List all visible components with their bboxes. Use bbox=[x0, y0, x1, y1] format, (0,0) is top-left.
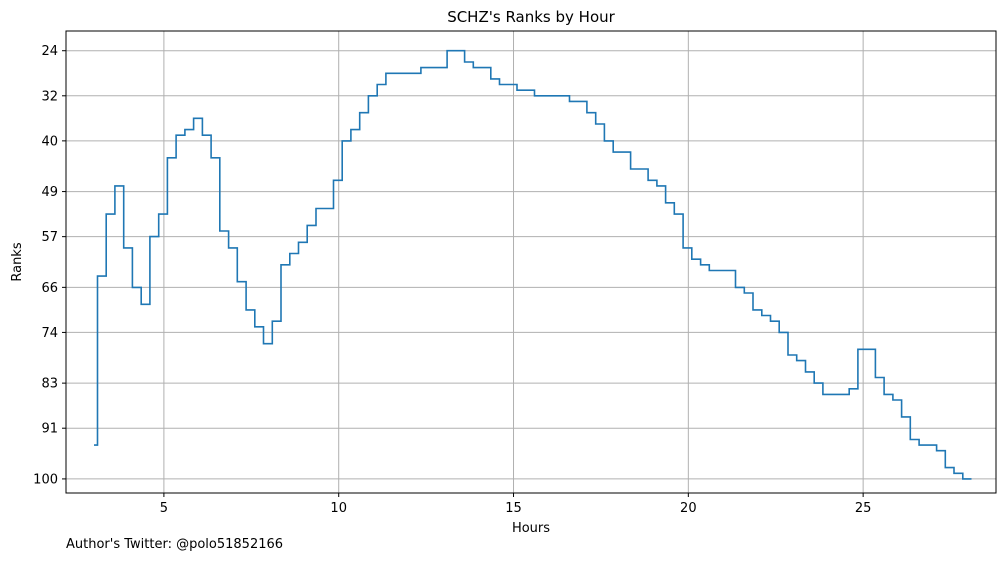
y-tick-label: 40 bbox=[41, 134, 58, 149]
y-tick-label: 74 bbox=[41, 326, 58, 341]
y-tick-label: 66 bbox=[41, 281, 58, 296]
author-twitter-note: Author's Twitter: @polo51852166 bbox=[66, 537, 284, 552]
y-tick-label: 32 bbox=[41, 89, 58, 104]
axis-ticks: 5 10 15 20 25 24 32 40 49 57 66 74 83 91 100 bbox=[33, 44, 871, 516]
x-tick-label: 20 bbox=[680, 501, 697, 516]
y-tick-label: 24 bbox=[41, 44, 58, 59]
y-tick-label: 91 bbox=[41, 422, 58, 437]
x-tick-label: 10 bbox=[330, 501, 347, 516]
rank-series-line bbox=[94, 49, 972, 480]
x-axis-label: Hours bbox=[512, 521, 550, 536]
x-tick-label: 15 bbox=[505, 501, 522, 516]
y-tick-label: 100 bbox=[33, 472, 58, 487]
y-tick-label: 83 bbox=[41, 377, 58, 392]
x-tick-label: 5 bbox=[160, 501, 168, 516]
series-layer bbox=[94, 49, 972, 480]
y-tick-label: 57 bbox=[41, 230, 58, 245]
x-tick-label: 25 bbox=[855, 501, 872, 516]
chart-title: SCHZ's Ranks by Hour bbox=[447, 8, 615, 26]
y-tick-label: 49 bbox=[41, 185, 58, 200]
grid-lines bbox=[66, 31, 996, 493]
plot-frame bbox=[65, 30, 997, 494]
y-axis-label: Ranks bbox=[10, 242, 25, 281]
